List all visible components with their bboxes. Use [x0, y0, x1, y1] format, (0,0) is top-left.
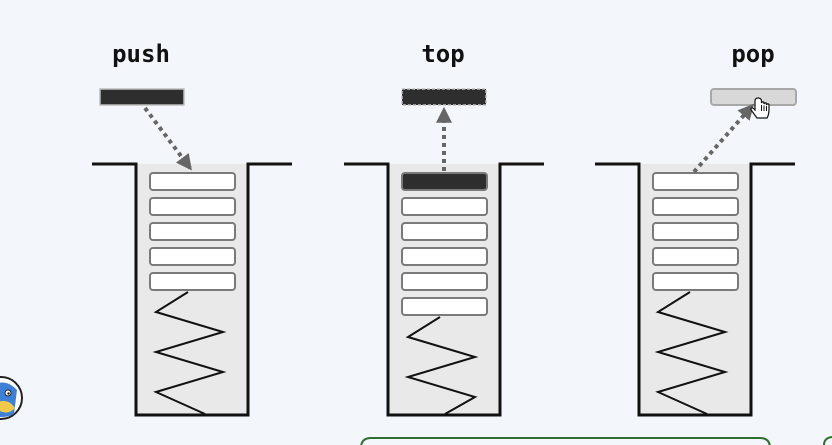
push-stack: [92, 88, 292, 417]
top-stack-slot: [401, 222, 488, 241]
push-stack-slot: [149, 222, 236, 241]
bottom-panel-edge: [360, 437, 771, 445]
top-stack: [344, 88, 544, 417]
top-stack-slot: [401, 247, 488, 266]
push-stack-slot: [149, 272, 236, 291]
pop-stack-outline: [595, 162, 795, 417]
pop-stack-slot: [652, 247, 739, 266]
top-stack-slot: [401, 197, 488, 216]
pop-arrow: [692, 103, 755, 174]
pop-stack-slot: [652, 172, 739, 191]
pop-stack-slot: [652, 197, 739, 216]
pop-label: pop: [731, 40, 775, 68]
pop-stack-slot: [652, 222, 739, 241]
pop-stack-spring: [654, 291, 729, 415]
top-stack-top-item: [401, 172, 488, 191]
top-stack-outline: [344, 162, 544, 417]
right-panel-edge: [823, 436, 832, 445]
top-stack-slot: [401, 297, 488, 316]
push-new-item: [99, 88, 185, 106]
pop-removed-item: [710, 88, 797, 106]
top-stack-spring: [404, 316, 479, 415]
mascot-icon: [0, 376, 23, 420]
pop-stack-slot: [652, 272, 739, 291]
pop-stack: [595, 88, 797, 417]
push-stack-slot: [149, 172, 236, 191]
push-stack-slot: [149, 247, 236, 266]
push-stack-outline: [92, 162, 292, 417]
top-peek-item: [401, 88, 487, 106]
hand-pointer-icon: [750, 97, 770, 119]
top-label: top: [421, 40, 465, 68]
top-stack-slot: [401, 272, 488, 291]
push-stack-spring: [152, 291, 227, 415]
push-stack-slot: [149, 197, 236, 216]
push-label: push: [112, 40, 170, 68]
push-arrow: [143, 106, 192, 171]
